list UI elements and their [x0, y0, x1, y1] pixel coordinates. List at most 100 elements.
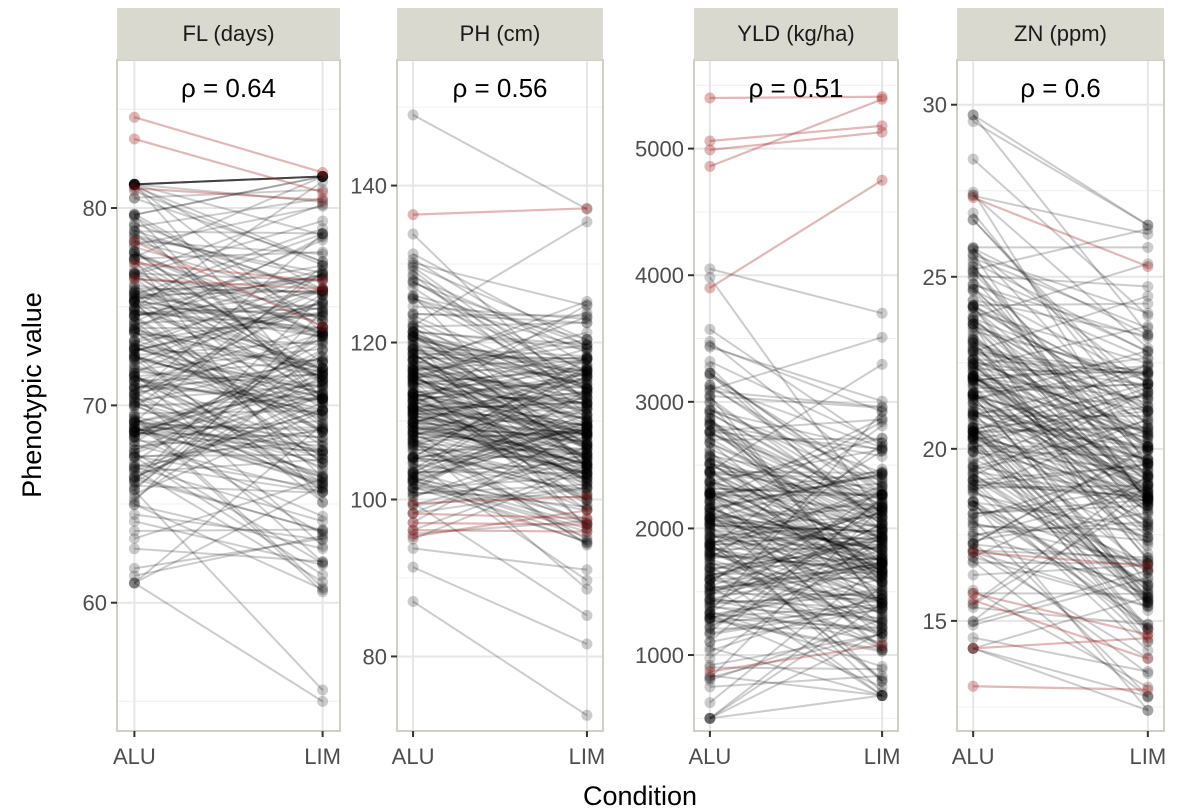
genotype-line [134, 419, 323, 483]
series-lines [967, 109, 1154, 716]
lim-point [1142, 518, 1154, 530]
lim-point [317, 379, 329, 391]
lim-point [317, 170, 329, 182]
genotype-line [972, 325, 1149, 382]
genotype-line [709, 437, 883, 441]
lim-point [581, 494, 593, 506]
lim-point [876, 537, 888, 549]
genotype-line [709, 605, 883, 620]
genotype-line [413, 454, 587, 459]
lim-point [317, 477, 329, 489]
genotype-line [134, 389, 323, 424]
alu-point [128, 296, 140, 308]
lim-point [581, 419, 593, 431]
genotype-line [709, 450, 883, 559]
highlighted-lim-point [581, 202, 593, 214]
alu-point [407, 373, 419, 385]
genotype-line [413, 491, 587, 499]
lim-point [876, 480, 888, 492]
genotype-line [134, 220, 323, 276]
lim-point [317, 283, 329, 295]
genotype-line [709, 520, 883, 549]
lim-point [317, 576, 329, 588]
lim-point [876, 504, 888, 516]
alu-point [407, 432, 419, 444]
alu-point [407, 343, 419, 355]
alu-point [704, 568, 716, 580]
lim-point [876, 597, 888, 609]
alu-point [128, 414, 140, 426]
alu-point [128, 370, 140, 382]
alu-point [407, 391, 419, 403]
alu-point [128, 371, 140, 383]
lim-point [876, 511, 888, 523]
genotype-line [134, 427, 323, 469]
genotype-line [412, 476, 588, 526]
genotype-line [413, 390, 587, 404]
genotype-line [709, 390, 883, 408]
lim-point [581, 392, 593, 404]
lim-point [581, 466, 593, 478]
alu-point [407, 466, 419, 478]
alu-point [407, 271, 419, 283]
lim-point [581, 421, 593, 433]
genotype-line [134, 343, 323, 377]
lim-point [876, 530, 888, 542]
alu-point [704, 552, 716, 564]
alu-point [128, 577, 140, 589]
highlighted-lim-point [1142, 632, 1154, 644]
alu-point [407, 482, 419, 494]
alu-point [128, 236, 140, 248]
genotype-line [412, 321, 588, 418]
alu-point [407, 439, 419, 451]
lim-point [581, 459, 593, 471]
lim-point [581, 447, 593, 459]
genotype-line [133, 414, 324, 589]
lim-point [876, 504, 888, 516]
lim-point [581, 360, 593, 372]
genotype-line [134, 409, 323, 415]
genotype-line [412, 398, 588, 456]
lim-point [581, 469, 593, 481]
alu-point [407, 377, 419, 389]
alu-point [128, 268, 140, 280]
alu-point [704, 627, 716, 639]
alu-point [407, 325, 419, 337]
alu-point [704, 482, 716, 494]
rho-label: ρ = 0.56 [452, 73, 547, 103]
genotype-line [972, 450, 1149, 493]
genotype-line [133, 265, 324, 423]
lim-point [317, 375, 329, 387]
plot-background [694, 60, 898, 731]
alu-point [407, 261, 419, 273]
alu-point [407, 405, 419, 417]
genotype-line [412, 382, 588, 412]
alu-point [704, 490, 716, 502]
genotype-line [412, 330, 588, 436]
y-tick-label: 20 [923, 437, 947, 462]
genotype-line [412, 408, 588, 433]
lim-point [581, 472, 593, 484]
lim-point [876, 625, 888, 637]
genotype-line [709, 563, 883, 619]
alu-point [967, 394, 979, 406]
alu-point [128, 301, 140, 313]
genotype-line [134, 478, 323, 532]
lim-point [876, 522, 888, 534]
x-axis-title: Condition [583, 781, 697, 811]
lim-point [876, 474, 888, 486]
alu-point [128, 345, 140, 357]
lim-point [876, 331, 888, 343]
lim-point [581, 343, 593, 355]
genotype-line [412, 348, 588, 365]
lim-point [581, 537, 593, 549]
alu-point [704, 636, 716, 648]
alu-point [407, 485, 419, 497]
genotype-line [709, 516, 883, 526]
alu-point [407, 371, 419, 383]
lim-point [317, 431, 329, 443]
alu-point [704, 520, 716, 532]
lim-point [581, 564, 593, 576]
genotype-line [412, 356, 588, 459]
lim-point [317, 297, 329, 309]
